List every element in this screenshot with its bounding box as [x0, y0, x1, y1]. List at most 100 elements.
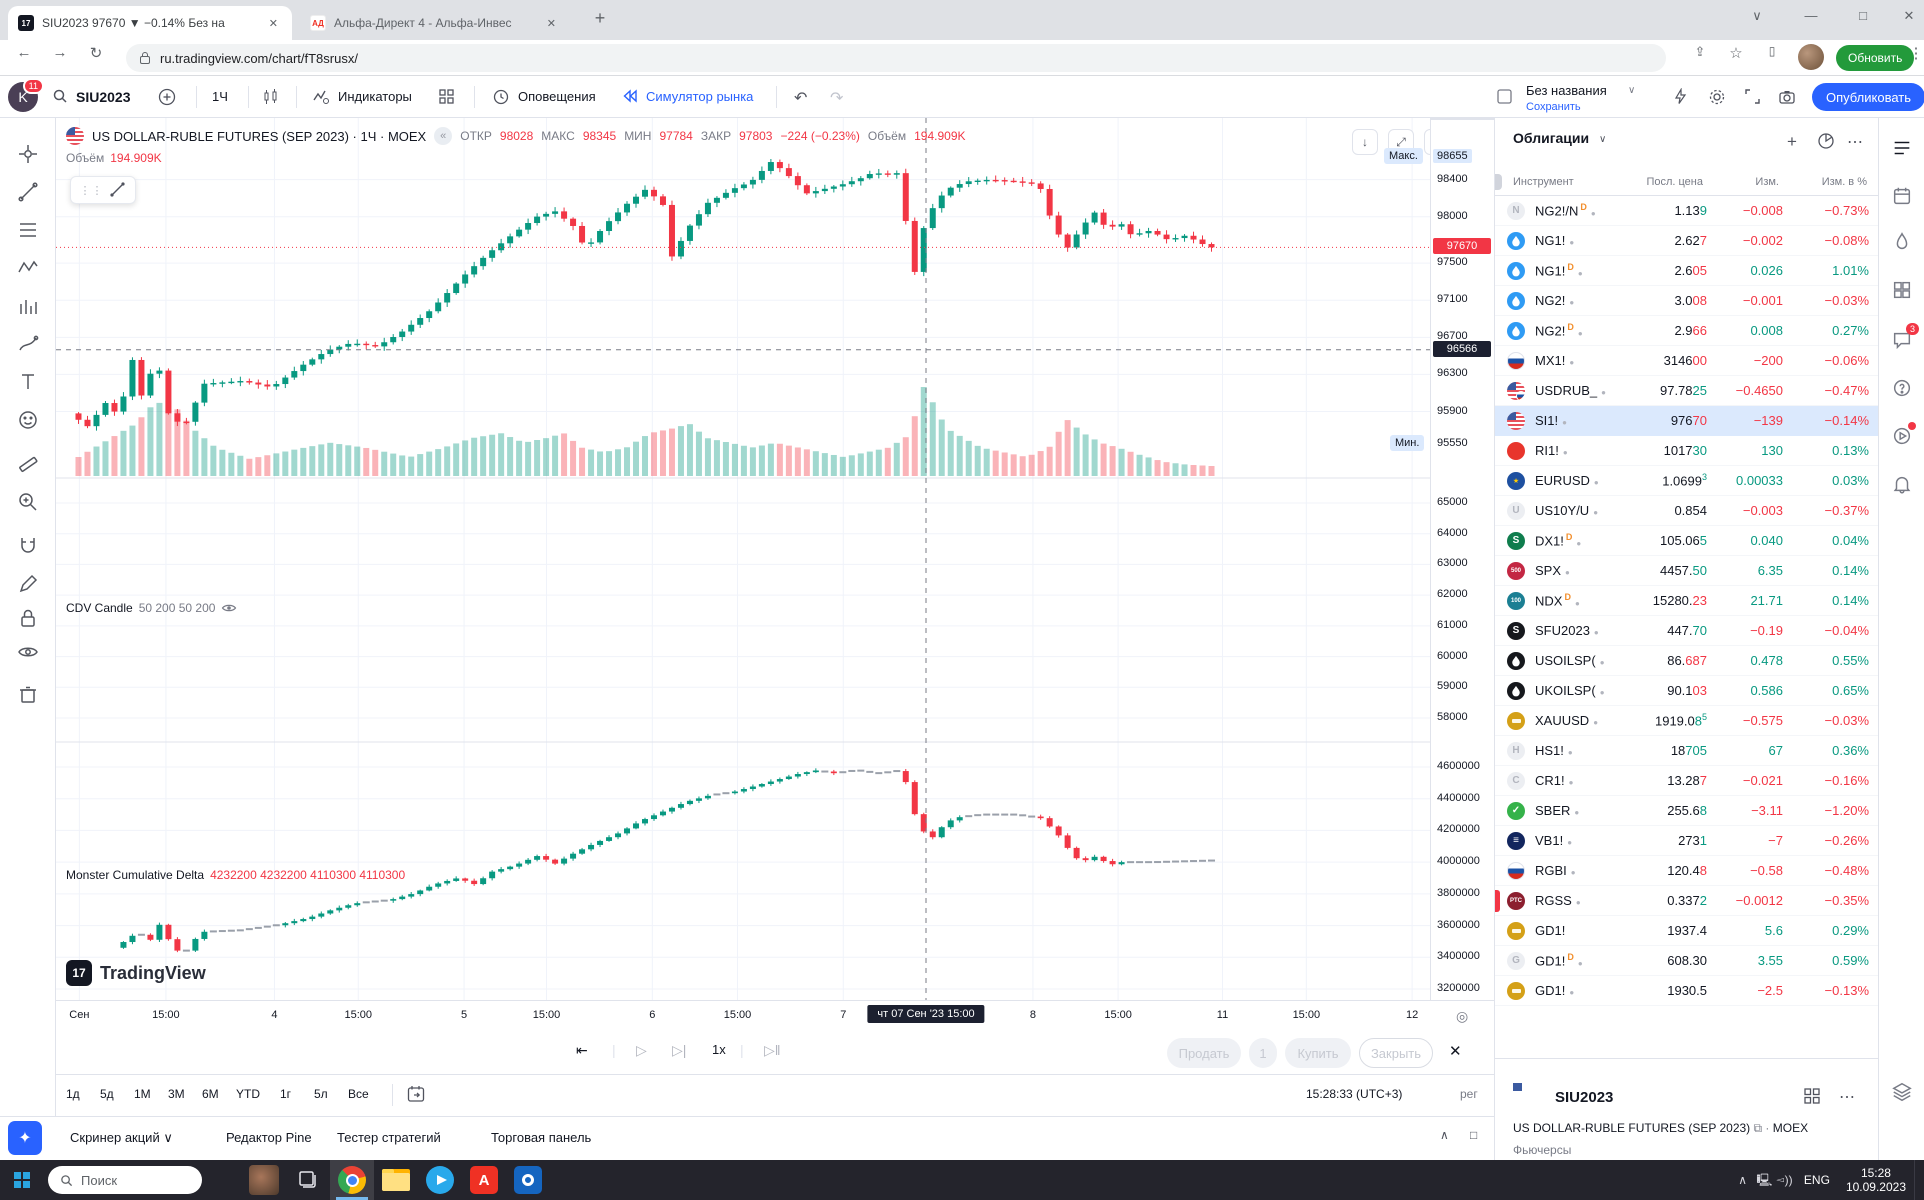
measure-tool[interactable]: [14, 450, 42, 478]
quantity-field[interactable]: 1: [1249, 1038, 1277, 1068]
max-price-tick[interactable]: 98655: [1433, 149, 1472, 163]
lock-all-tool[interactable]: [14, 604, 42, 632]
fib-retracement-tool[interactable]: [14, 216, 42, 244]
panel-window-icon[interactable]: □: [1470, 1128, 1478, 1142]
symbol-name[interactable]: RGBI ●: [1535, 863, 1576, 878]
save-layout-button[interactable]: Сохранить: [1526, 101, 1581, 113]
watchlist-column-headers[interactable]: Инструмент Посл. цена Изм. Изм. в %: [1495, 168, 1879, 196]
tray-display-icon[interactable]: 🖳: [1756, 1173, 1773, 1187]
brush-tool[interactable]: [14, 330, 42, 358]
price-tick[interactable]: 98400: [1437, 172, 1468, 185]
alert-clock-icon[interactable]: [492, 88, 510, 106]
add-symbol-plus-icon[interactable]: +: [1787, 132, 1797, 151]
taskbar-search-input[interactable]: Поиск: [48, 1166, 202, 1194]
time-axis[interactable]: ◎ Сен 15:00 4 15:00 5 15:00 6 15:00 7 8 15:00 11 15:…: [56, 1000, 1494, 1032]
layout-chevron-icon[interactable]: ∨: [1628, 85, 1636, 96]
timeframe-5л[interactable]: 5л: [314, 1087, 328, 1101]
forecast-tool[interactable]: [14, 292, 42, 320]
emoji-tool[interactable]: [14, 406, 42, 434]
file-explorer-icon[interactable]: [374, 1160, 418, 1200]
price-tick[interactable]: 65000: [1437, 496, 1468, 508]
share-icon[interactable]: ⇪: [1694, 44, 1706, 59]
window-maximize-button[interactable]: □: [1859, 8, 1867, 23]
pattern-tool[interactable]: [14, 254, 42, 282]
layout-panel-icon[interactable]: [1496, 88, 1513, 105]
external-link-icon[interactable]: ⧉ ·: [1753, 1121, 1773, 1135]
time-tick[interactable]: 15:00: [344, 1009, 373, 1021]
performance-pie-icon[interactable]: [1817, 132, 1835, 150]
close-tab-icon[interactable]: ✕: [268, 17, 278, 30]
window-close-button[interactable]: ✕: [1903, 8, 1915, 23]
search-icon[interactable]: [52, 88, 68, 104]
symbol-name[interactable]: NG2!/N D●: [1535, 202, 1596, 219]
close-replay-icon[interactable]: ✕: [1449, 1043, 1462, 1060]
symbol-name[interactable]: UKOILSP(●: [1535, 683, 1605, 698]
snapshot-camera-icon[interactable]: [1778, 88, 1796, 106]
watchlist-row-SI1![interactable]: SI1! ● 97670 −139 −0.14%: [1495, 406, 1879, 436]
min-price-tick[interactable]: 95550: [1437, 437, 1468, 449]
trend-line-tool[interactable]: [14, 178, 42, 206]
watchlist-row-SBER[interactable]: ✓ SBER ● 255.68 −3.11 −1.20%: [1495, 796, 1879, 826]
time-tick[interactable]: 4: [271, 1009, 278, 1021]
panel-resize-handle[interactable]: [1495, 174, 1502, 190]
price-tick[interactable]: 95900: [1437, 404, 1468, 417]
price-tick[interactable]: 63000: [1437, 557, 1468, 570]
watchlist-row-NG2![interactable]: NG2! ● 3.008 −0.001 −0.03%: [1495, 286, 1879, 316]
eye-hidden-icon[interactable]: [221, 600, 237, 616]
watchlist-row-USOILSP([interactable]: USOILSP(● 86.687 0.478 0.55%: [1495, 646, 1879, 676]
window-minimize-button[interactable]: —: [1804, 8, 1818, 23]
time-tick[interactable]: 6: [649, 1009, 656, 1021]
timeframe-YTD[interactable]: YTD: [236, 1087, 260, 1101]
bottom-tab-0[interactable]: Скринер акций ∨: [70, 1130, 173, 1145]
drag-handle-icon[interactable]: ⋮⋮: [79, 184, 104, 197]
watchlist-row-XAUUSD[interactable]: XAUUSD ● 1919.085 −0.575 −0.03%: [1495, 706, 1879, 736]
widget-app-icon[interactable]: ✦: [8, 1121, 42, 1155]
watchlist-row-MX1![interactable]: MX1! ● 314600 −200 −0.06%: [1495, 346, 1879, 376]
watchlist-icon[interactable]: [1890, 136, 1914, 160]
watchlist-row-DX1![interactable]: S DX1! D● 105.065 0.040 0.04%: [1495, 526, 1879, 556]
replay-play-icon[interactable]: ▷: [636, 1042, 647, 1058]
photos-app-icon[interactable]: [506, 1160, 550, 1200]
text-tool[interactable]: [14, 368, 42, 396]
col-last-price[interactable]: Посл. цена: [1646, 176, 1703, 188]
price-tick[interactable]: 96700: [1437, 330, 1468, 343]
symbol-name[interactable]: SBER ●: [1535, 803, 1580, 818]
time-tick[interactable]: 5: [461, 1009, 468, 1021]
alerts-button[interactable]: Оповещения: [518, 89, 596, 104]
watchlist-row-NG1![interactable]: NG1! D● 2.605 0.026 1.01%: [1495, 256, 1879, 286]
image-preview-app-icon[interactable]: [242, 1160, 286, 1200]
symbol-name[interactable]: US10Y/U ●: [1535, 503, 1599, 518]
forward-icon[interactable]: →: [52, 44, 68, 61]
symbol-name[interactable]: DX1! D●: [1535, 532, 1582, 549]
time-tick[interactable]: 7: [840, 1009, 847, 1021]
market-simulator-button[interactable]: Симулятор рынка: [646, 89, 754, 104]
indicator-templates-icon[interactable]: [438, 88, 455, 105]
symbol-name[interactable]: XAUUSD ●: [1535, 713, 1599, 728]
watchlist-row-GD1![interactable]: GD1! ● 1930.5 −2.5 −0.13%: [1495, 976, 1879, 1006]
fullscreen-icon[interactable]: [1744, 88, 1761, 105]
tray-chevron-icon[interactable]: ∧: [1738, 1173, 1748, 1187]
quick-alert-icon[interactable]: [1672, 88, 1689, 105]
watchlist-row-GD1![interactable]: GD1! 1937.4 5.6 0.29%: [1495, 916, 1879, 946]
watchlist-row-NG1![interactable]: NG1! ● 2.627 −0.002 −0.08%: [1495, 226, 1879, 256]
publish-button[interactable]: Опубликовать: [1812, 83, 1924, 111]
symbol-name[interactable]: CR1! ●: [1535, 773, 1574, 788]
watchlist-row-SFU2023[interactable]: S SFU2023 ● 447.70 −0.19 −0.04%: [1495, 616, 1879, 646]
sell-button[interactable]: Продать: [1167, 1038, 1241, 1068]
session-clock[interactable]: 15:28:33 (UTC+3): [1306, 1087, 1403, 1101]
symbol-name[interactable]: SFU2023 ●: [1535, 623, 1599, 638]
chart-type-icon[interactable]: [262, 88, 280, 106]
symbol-name[interactable]: GD1! ●: [1535, 983, 1575, 998]
taskbar-clock[interactable]: 15:28 10.09.2023: [1846, 1166, 1914, 1194]
price-scale[interactable]: 98655 98400 98000 97500 97100 96700 96300 95900…: [1430, 118, 1495, 1000]
indicators-button[interactable]: Индикаторы: [338, 89, 412, 104]
price-tick[interactable]: 3600000: [1437, 918, 1480, 931]
go-to-date-icon[interactable]: [406, 1084, 426, 1104]
symbol-name[interactable]: SI1! ●: [1535, 413, 1567, 428]
watchlist-row-VB1![interactable]: ≡ VB1! ● 2731 −7 −0.26%: [1495, 826, 1879, 856]
ideas-icon[interactable]: [1890, 230, 1914, 254]
bookmark-star-icon[interactable]: ☆: [1729, 45, 1743, 62]
watchlist-row-RGBI[interactable]: RGBI ● 120.48 −0.58 −0.48%: [1495, 856, 1879, 886]
trend-line-icon[interactable]: [109, 181, 127, 199]
interval-button[interactable]: 1Ч: [212, 89, 228, 104]
